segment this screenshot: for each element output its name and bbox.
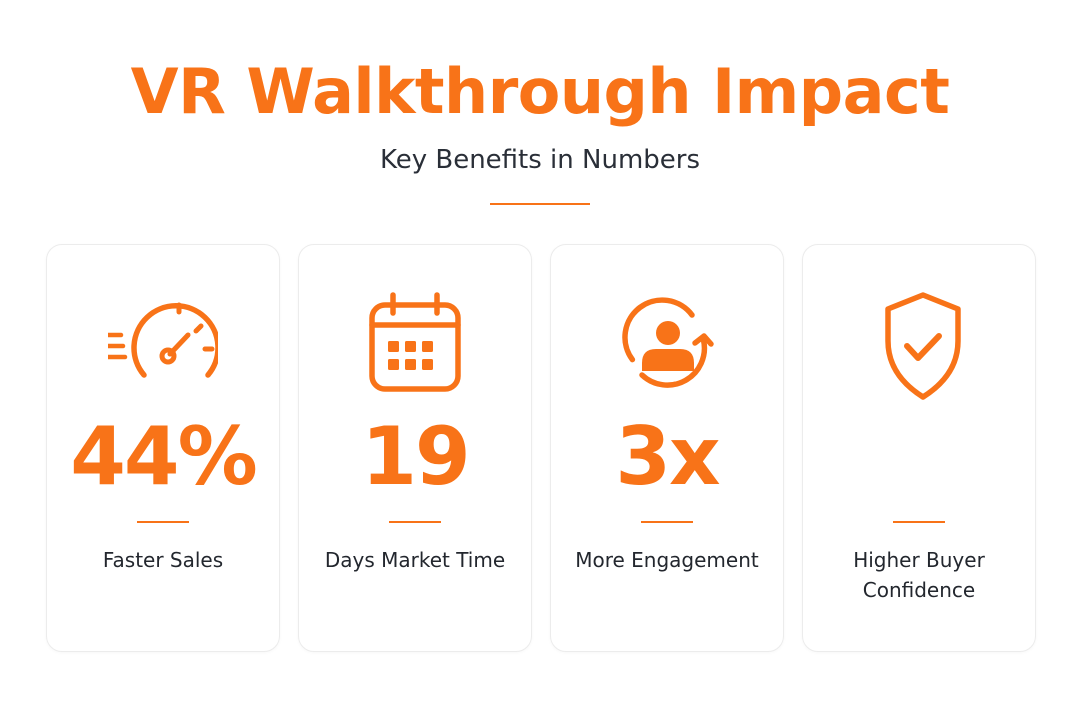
stat-card-higher-buyer-confidence: Higher Buyer Confidence [802, 244, 1036, 652]
page-title: VR Walkthrough Impact [130, 55, 950, 128]
stat-label: Faster Sales [102, 548, 224, 572]
stat-divider [137, 521, 189, 523]
stat-card-faster-sales: 44% Faster Sales [46, 244, 280, 652]
stat-label: Days Market Time [324, 548, 506, 572]
stat-value: 19 [361, 410, 470, 503]
title-divider [490, 203, 590, 205]
shield-check-icon [864, 291, 974, 401]
page-subtitle: Key Benefits in Numbers [379, 145, 701, 175]
stat-cards: 44% Faster Sales [46, 244, 1036, 652]
stat-divider [641, 521, 693, 523]
stat-divider [389, 521, 441, 523]
user-refresh-icon [612, 291, 722, 401]
stat-divider [893, 521, 945, 523]
calendar-icon [360, 291, 470, 401]
stat-value: 44% [70, 410, 257, 503]
stat-label: More Engagement [575, 548, 759, 572]
stat-label: Higher Buyer Confidence [853, 548, 985, 602]
stat-card-more-engagement: 3x More Engagement [550, 244, 784, 652]
speedometer-icon [108, 291, 218, 401]
stat-value: 3x [615, 410, 720, 503]
stat-card-days-market-time: 19 Days Market Time [298, 244, 532, 652]
